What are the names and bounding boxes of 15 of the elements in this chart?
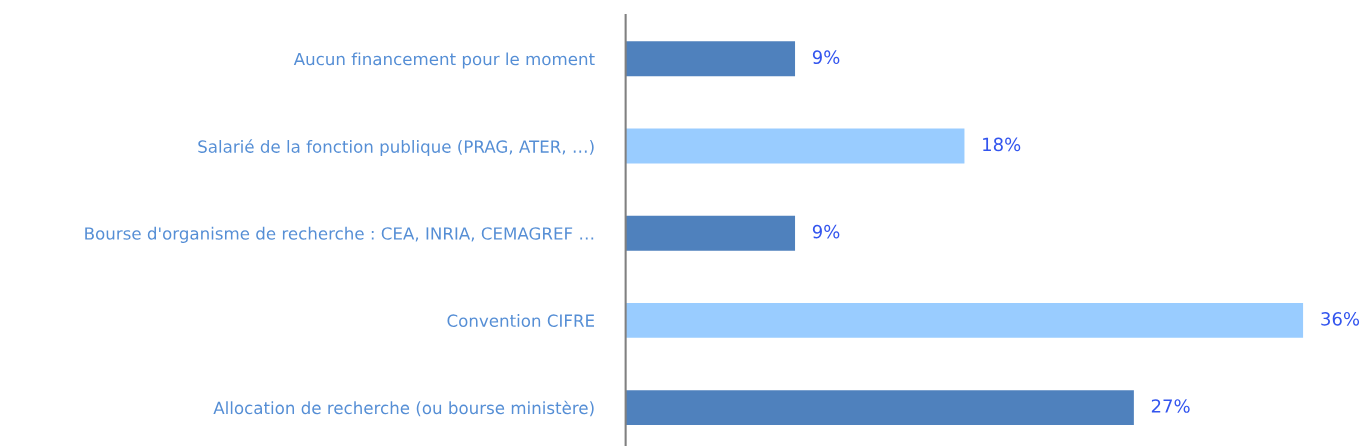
data-label: 36%: [1321, 311, 1360, 326]
bar: [625, 390, 1134, 426]
y-tick-label: Allocation de recherche (ou bourse ministère): [213, 400, 594, 417]
bar: [625, 215, 796, 251]
data-label: 27%: [1151, 399, 1190, 413]
y-tick-label: Aucun financement pour le moment: [293, 52, 595, 69]
y-tick-label: Convention CIFRE: [447, 314, 595, 327]
data-label: 9%: [812, 224, 840, 239]
bar: [625, 41, 796, 77]
bar: [625, 128, 965, 164]
y-tick-label: Salarié de la fonction publique (PRAG, ATER, …): [198, 139, 594, 157]
bar: [625, 302, 1304, 338]
y-tick-label: Bourse d'organisme de recherche : CEA, INRIA, CEMAGREF …: [85, 226, 594, 243]
data-label: 9%: [812, 50, 840, 65]
data-label: 18%: [983, 137, 1021, 152]
